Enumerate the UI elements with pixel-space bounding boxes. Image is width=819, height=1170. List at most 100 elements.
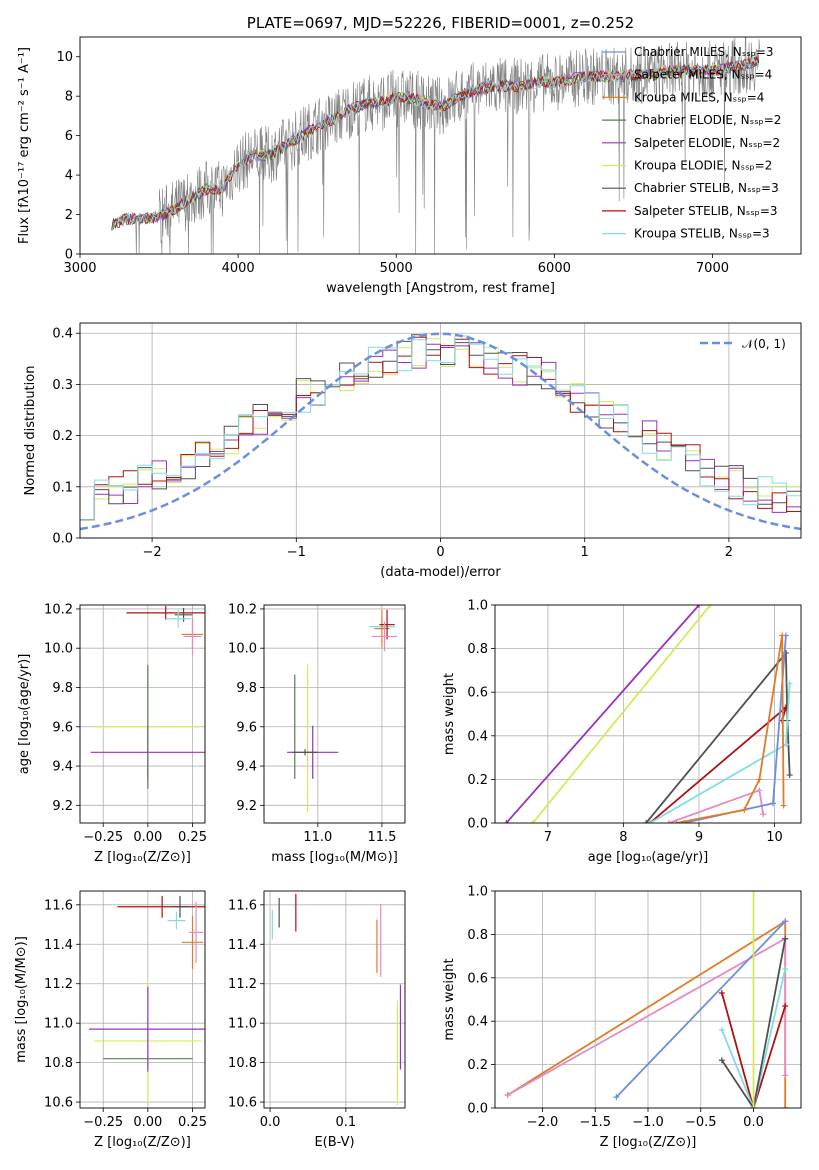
y-tick-label: 1.0 xyxy=(467,885,488,900)
weight-marker xyxy=(786,772,793,779)
y-tick-label: 10.2 xyxy=(44,602,73,617)
x-axis-label: Z [log₁₀(Z/Z⊙)] xyxy=(600,1135,697,1150)
y-axis-label: Normed distribution xyxy=(23,366,38,496)
plot-area xyxy=(503,605,793,823)
x-tick-label: 10 xyxy=(766,830,783,845)
legend-entry-2: Salpeter MILES, Nₛₛₚ=4 xyxy=(634,68,772,82)
chart-title: PLATE=0697, MJD=52226, FIBERID=0001, z=0… xyxy=(247,14,634,32)
x-axis-label: Z [log₁₀(Z/Z⊙)] xyxy=(94,850,191,865)
y-axis-label: age [log₁₀(age/yr)] xyxy=(17,654,32,775)
weight-line-2 xyxy=(532,605,711,823)
weight-marker xyxy=(782,935,789,942)
weight-marker xyxy=(750,891,757,894)
panel-3: −0.25 0.00 0.25 9.2 9.4 9.6 9.8 10.0 10.2 Z [log₁… xyxy=(17,602,207,865)
x-tick-label: 0.0 xyxy=(260,1115,281,1130)
y-tick-label: 10.8 xyxy=(228,1056,257,1071)
observed-spectrum xyxy=(111,37,760,254)
y-tick-label: 0.2 xyxy=(52,429,73,444)
histogram-3 xyxy=(80,334,801,521)
weight-marker xyxy=(718,989,725,996)
y-tick-label: 10.6 xyxy=(44,1096,73,1111)
y-tick-label: 9.8 xyxy=(236,681,257,696)
y-tick-label: 9.4 xyxy=(236,760,257,775)
axes-frame xyxy=(79,36,802,255)
y-tick-label: 0.2 xyxy=(467,1058,488,1073)
x-tick-label: 6000 xyxy=(538,261,571,276)
plot-area xyxy=(504,891,789,1108)
plot-area xyxy=(88,895,205,1104)
weight-marker xyxy=(780,802,787,809)
y-tick-label: 0 xyxy=(65,248,73,263)
y-tick-label: 10.0 xyxy=(228,642,257,657)
legend-entry-6: Kroupa ELODIE, Nₛₛₚ=2 xyxy=(634,159,772,173)
y-tick-label: 10.8 xyxy=(44,1056,73,1071)
x-tick-label: 0.1 xyxy=(336,1115,357,1130)
weight-marker xyxy=(707,605,714,608)
legend: 𝒩(0, 1) xyxy=(700,337,786,351)
panel-5: 7 8 9 10 0.0 0.2 0.4 0.6 0.8 1.0 age [log₁₀(age/yr… xyxy=(442,599,802,865)
x-tick-label: −2 xyxy=(143,545,162,560)
y-tick-label: 11.6 xyxy=(228,898,257,913)
weight-marker xyxy=(782,918,789,925)
y-tick-label: 6 xyxy=(65,129,73,144)
y-tick-label: 0.1 xyxy=(52,480,73,495)
weight-marker xyxy=(504,1091,511,1098)
y-tick-label: 2 xyxy=(65,208,73,223)
x-axis-label: Z [log₁₀(Z/Z⊙)] xyxy=(94,1135,191,1150)
weight-line-5 xyxy=(721,968,787,1108)
x-tick-label: 4000 xyxy=(222,261,255,276)
x-tick-label: 3000 xyxy=(63,261,96,276)
x-tick-label: 0.25 xyxy=(178,1115,207,1130)
weight-line-1 xyxy=(507,919,787,1108)
histogram-5 xyxy=(80,335,801,521)
weight-line-4 xyxy=(721,992,787,1108)
x-tick-label: 2 xyxy=(725,545,733,560)
y-tick-label: 1.0 xyxy=(467,599,488,614)
y-tick-label: 0.0 xyxy=(52,532,73,547)
axes-frame xyxy=(79,322,802,539)
panel-2: −2 −1 0 1 2 0.0 0.1 0.2 0.3 0.4 (data-model)/error… xyxy=(23,322,802,580)
y-tick-label: 9.8 xyxy=(52,681,73,696)
plot-area xyxy=(271,893,402,1106)
x-tick-label: 11.0 xyxy=(303,830,332,845)
axes-frame xyxy=(79,604,206,824)
y-tick-label: 0.2 xyxy=(467,773,488,788)
axes-frame xyxy=(263,604,406,824)
weight-marker xyxy=(756,787,763,794)
y-tick-label: 11.2 xyxy=(44,977,73,992)
weight-marker xyxy=(741,806,748,813)
histogram-4 xyxy=(80,336,801,521)
x-tick-label: 11.5 xyxy=(367,830,396,845)
y-tick-label: 0.4 xyxy=(52,327,73,342)
weight-marker xyxy=(529,820,536,823)
x-tick-label: 8 xyxy=(619,830,627,845)
panel-4: 11.0 11.5 9.2 9.4 9.6 9.8 10.0 10.2 mass [log₁₀(… xyxy=(228,602,406,865)
weight-marker xyxy=(782,966,789,973)
weight-marker xyxy=(613,1094,620,1101)
panel-7: 0.0 0.1 10.6 10.8 11.0 11.2 11.4 11.6 E(B-V) xyxy=(228,890,406,1150)
y-tick-label: 9.4 xyxy=(52,760,73,775)
y-tick-label: 11.0 xyxy=(44,1017,73,1032)
plot-area xyxy=(287,609,398,813)
weight-marker xyxy=(750,1105,757,1108)
panel-6: −0.25 0.00 0.25 10.6 10.8 11.0 11.2 11.4 11.6 Z [… xyxy=(14,890,207,1150)
model-spectrum-7 xyxy=(111,56,759,231)
legend-entry-5: Salpeter ELODIE, Nₛₛₚ=2 xyxy=(634,136,780,150)
y-tick-label: 9.6 xyxy=(236,720,257,735)
weight-line-8 xyxy=(676,635,785,823)
x-tick-label: −0.25 xyxy=(83,830,123,845)
x-tick-label: −1.5 xyxy=(579,1115,611,1130)
weight-marker xyxy=(696,605,702,608)
weight-marker xyxy=(782,1105,789,1108)
y-tick-label: 0.3 xyxy=(52,378,73,393)
y-tick-label: 11.4 xyxy=(44,938,73,953)
weight-marker xyxy=(673,820,680,823)
x-tick-label: 7 xyxy=(544,830,552,845)
panel-1: 3000 4000 5000 6000 7000 0 2 4 6 8 10 wavelength [A… xyxy=(17,36,802,296)
x-tick-label: 0 xyxy=(436,545,444,560)
y-tick-label: 0.8 xyxy=(467,928,488,943)
axes-frame xyxy=(263,890,406,1109)
y-tick-label: 10 xyxy=(56,50,73,65)
legend-entry-7: Chabrier STELIB, Nₛₛₚ=3 xyxy=(634,181,779,195)
